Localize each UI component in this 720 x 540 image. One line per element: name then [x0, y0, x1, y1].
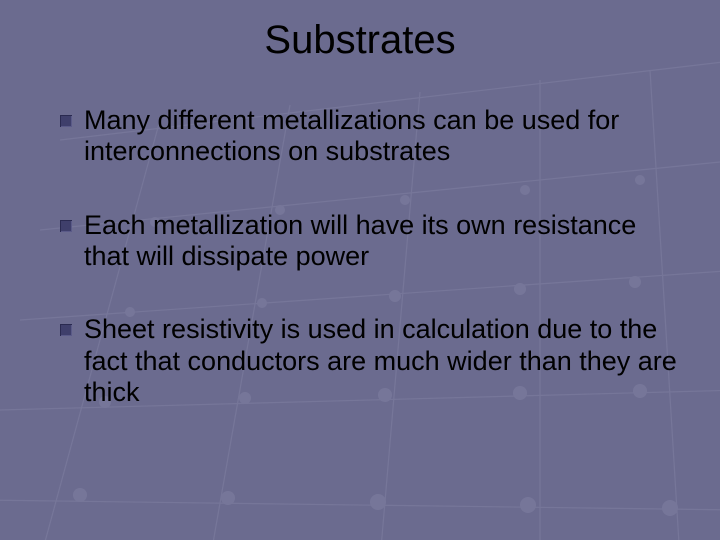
bullet-list: Many different metallizations can be use… [40, 105, 680, 408]
bullet-item: Sheet resistivity is used in calculation… [60, 314, 680, 408]
bullet-item: Many different metallizations can be use… [60, 105, 680, 168]
bullet-item: Each metallization will have its own res… [60, 210, 680, 273]
slide-container: Substrates Many different metallizations… [0, 0, 720, 540]
slide-title: Substrates [40, 18, 680, 63]
